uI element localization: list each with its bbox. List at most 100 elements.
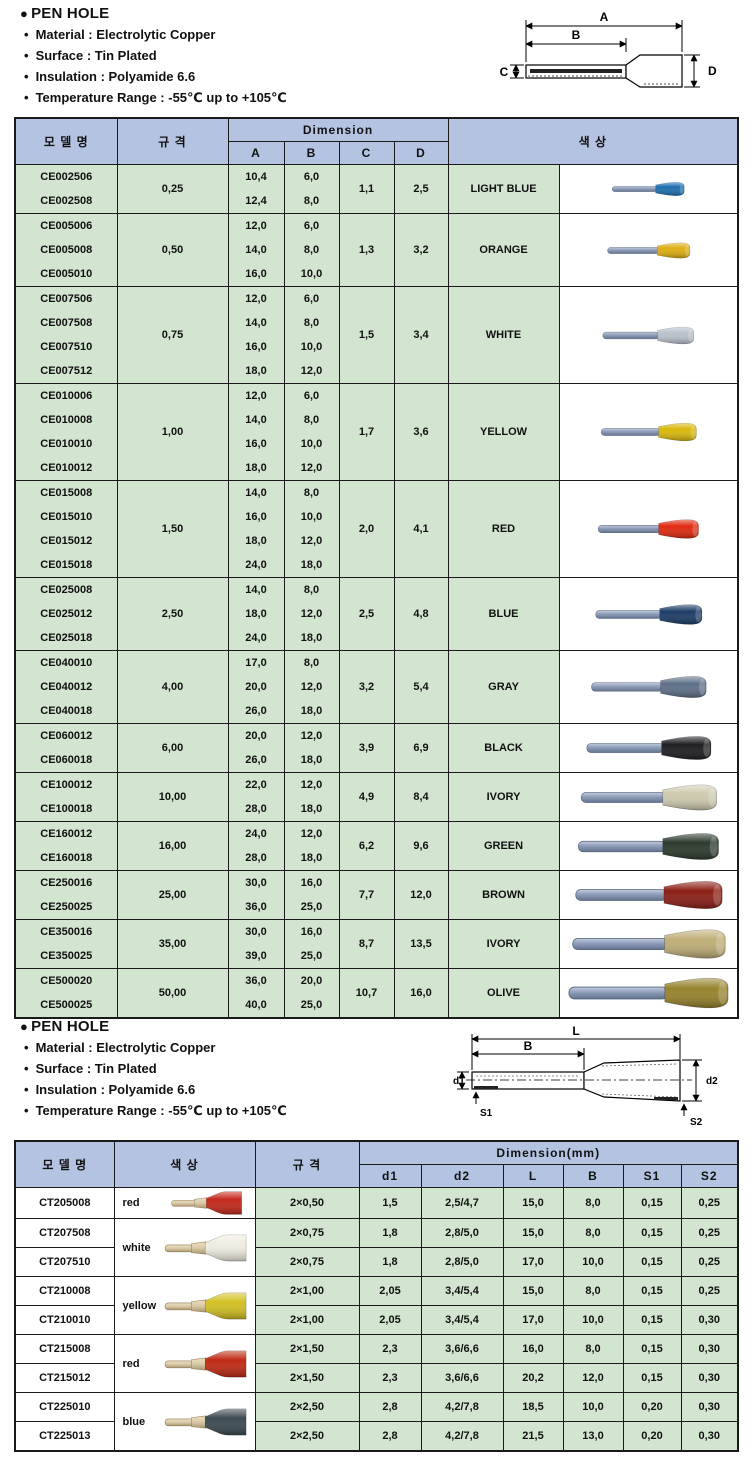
ferrule-photo [586,736,711,760]
ce-group-row: CE040010 CE040012 CE040018 4,00 17,0 20,0 26,0… [14,650,739,724]
dim-c-cell: 8,7 [338,919,395,969]
color-name-label: white [122,1241,151,1254]
dim-a-cell: 24,0 28,0 [227,821,285,871]
ce-group-row: CE025008 CE025012 CE025018 2,50 14,0 18,0 24,0… [14,577,739,651]
section-title-text: PEN HOLE [31,5,110,22]
model-cell: CE250016 CE250025 [14,870,118,920]
ct-group-row: CT215008 CT215012 red 2×1,50 2×1,50 2,3 2,3 3,… [14,1334,739,1393]
ce-group-row: CE060012 CE060018 6,00 20,0 26,0 12,0 18,0 3,9 6… [14,723,739,773]
section1-specs-list: Material : Electrolytic CopperSurface : … [20,24,287,108]
color-cell: red [113,1187,256,1219]
section2-specs-list: Material : Electrolytic CopperSurface : … [20,1037,287,1121]
dim-a-cell: 12,0 14,0 16,0 [227,213,285,287]
ferrule-photo [607,242,690,258]
spec-cell: 2×0,75 2×0,75 [254,1218,360,1277]
dim-d2-cell: 3,4/5,4 3,4/5,4 [420,1276,504,1335]
diagram-label-b2: B [524,1039,533,1053]
ferrule-image-cell [558,650,739,724]
dim-c-cell: 4,9 [338,772,395,822]
spec-cell: 2×0,50 [254,1187,360,1219]
col-header-B: B [562,1164,624,1188]
section2-header: ● PEN HOLE Material : Electrolytic Coppe… [20,1018,287,1121]
ce-group-row: CE002506 CE002508 0,25 10,4 12,4 6,0 8,0 1,1 2,5… [14,164,739,214]
dim-b-cell: 20,0 25,0 [283,968,340,1019]
ferrule-dimension-diagram: A B C D [500,10,717,88]
dim-a-cell: 20,0 26,0 [227,723,285,773]
dim-a-cell: 14,0 16,0 18,0 24,0 [227,480,285,578]
spec-cell: 2×2,50 2×2,50 [254,1392,360,1452]
spec-cell: 16,00 [116,821,229,871]
color-name-cell: LIGHT BLUE [447,164,560,214]
col-header-c: C [338,141,395,165]
spec-cell: 2×1,00 2×1,00 [254,1276,360,1335]
model-cell: CE500020 CE500025 [14,968,118,1019]
dim-b-cell: 6,0 8,0 10,0 [283,213,340,287]
section1-header: ● PEN HOLE Material : Electrolytic Coppe… [20,5,287,108]
dim-b-cell: 12,0 18,0 [283,723,340,773]
ce-group-row: CE007506 CE007508 CE007510 CE007512 0,75 12,0… [14,286,739,384]
ct-group-row: CT225010 CT225013 blue 2×2,50 2×2,50 2,8 2,8 4… [14,1392,739,1452]
model-cell: CT210008 CT210010 [14,1276,115,1335]
ferrule-photo [595,603,702,625]
diagram-label-a: A [600,10,609,24]
dim-d1-cell: 1,8 1,8 [358,1218,422,1277]
color-name-cell: GREEN [447,821,560,871]
spec-cell: 6,00 [116,723,229,773]
col-header-d2: d2 [420,1164,504,1188]
twin-ferrule-photo [164,1234,247,1261]
ferrule-image-cell [558,821,739,871]
color-name-label: red [122,1197,140,1209]
dim-d2-cell: 2,8/5,0 2,8/5,0 [420,1218,504,1277]
ct-table-body: CT205008 red 2×0,50 1,5 2,5/4,7 15,0 8,0 0,15 0… [14,1187,739,1452]
bullet-icon: ● [20,6,29,21]
color-name-cell: RED [447,480,560,578]
dim-b-cell: 8,0 12,0 [562,1334,624,1393]
dim-a-cell: 30,0 36,0 [227,870,285,920]
dim-a-cell: 12,0 14,0 16,0 18,0 [227,286,285,384]
diagram-label-d2: d2 [706,1076,718,1087]
ce-group-row: CE100012 CE100018 10,00 22,0 28,0 12,0 18,0 4,9… [14,772,739,822]
ce-table-body: CE002506 CE002508 0,25 10,4 12,4 6,0 8,0 1,1 2,5… [14,164,739,1019]
col-header-dimension-mm: Dimension(mm) [358,1140,739,1165]
color-name-cell: WHITE [447,286,560,384]
dim-d1-cell: 2,3 2,3 [358,1334,422,1393]
model-cell: CE040010 CE040012 CE040018 [14,650,118,724]
diagram-label-l: L [572,1026,579,1038]
dim-d-cell: 12,0 [393,870,449,920]
model-cell: CE007506 CE007508 CE007510 CE007512 [14,286,118,384]
ct-group-row: CT210008 CT210010 yellow 2×1,00 2×1,00 2,05 2… [14,1276,739,1335]
diagram-label-s1: S1 [480,1108,493,1119]
twin-ferrule-photo [170,1191,242,1215]
dim-a-cell: 22,0 28,0 [227,772,285,822]
ferrule-image-cell [558,383,739,481]
ferrule-photo [600,422,697,442]
dim-d-cell: 3,6 [393,383,449,481]
dim-d2-cell: 4,2/7,8 4,2/7,8 [420,1392,504,1452]
dim-b-cell: 8,0 12,0 18,0 [283,577,340,651]
ferrule-image-cell [558,480,739,578]
dim-c-cell: 3,2 [338,650,395,724]
dim-b-cell: 12,0 18,0 [283,821,340,871]
col-header-d: D [393,141,449,165]
diagram-label-s2: S2 [690,1117,703,1128]
color-name-cell: BLACK [447,723,560,773]
ce-group-row: CE500020 CE500025 50,00 36,0 40,0 20,0 25,0 10,… [14,968,739,1019]
spec-cell: 1,00 [116,383,229,481]
diagram-label-d1: d1 [453,1076,465,1087]
dim-d-cell: 9,6 [393,821,449,871]
ce-group-row: CE005006 CE005008 CE005010 0,50 12,0 14,0 16,0… [14,213,739,287]
bullet-icon: ● [20,1019,29,1034]
model-cell: CE005006 CE005008 CE005010 [14,213,118,287]
spec-cell: 25,00 [116,870,229,920]
section2-title: ● PEN HOLE [20,1018,287,1035]
ferrule-photo [568,977,729,1009]
dim-d-cell: 16,0 [393,968,449,1019]
dim-d2-cell: 2,5/4,7 [420,1187,504,1219]
ferrule-image-cell [558,164,739,214]
ce-group-row: CE250016 CE250025 25,00 30,0 36,0 16,0 25,0 7,7… [14,870,739,920]
ce-group-row: CE350016 CE350025 35,00 30,0 39,0 16,0 25,0 8,7… [14,919,739,969]
dim-b-cell: 16,0 25,0 [283,870,340,920]
col-header-b: B [283,141,340,165]
dim-b-cell: 6,0 8,0 10,0 12,0 [283,383,340,481]
color-name-label: blue [122,1415,146,1428]
